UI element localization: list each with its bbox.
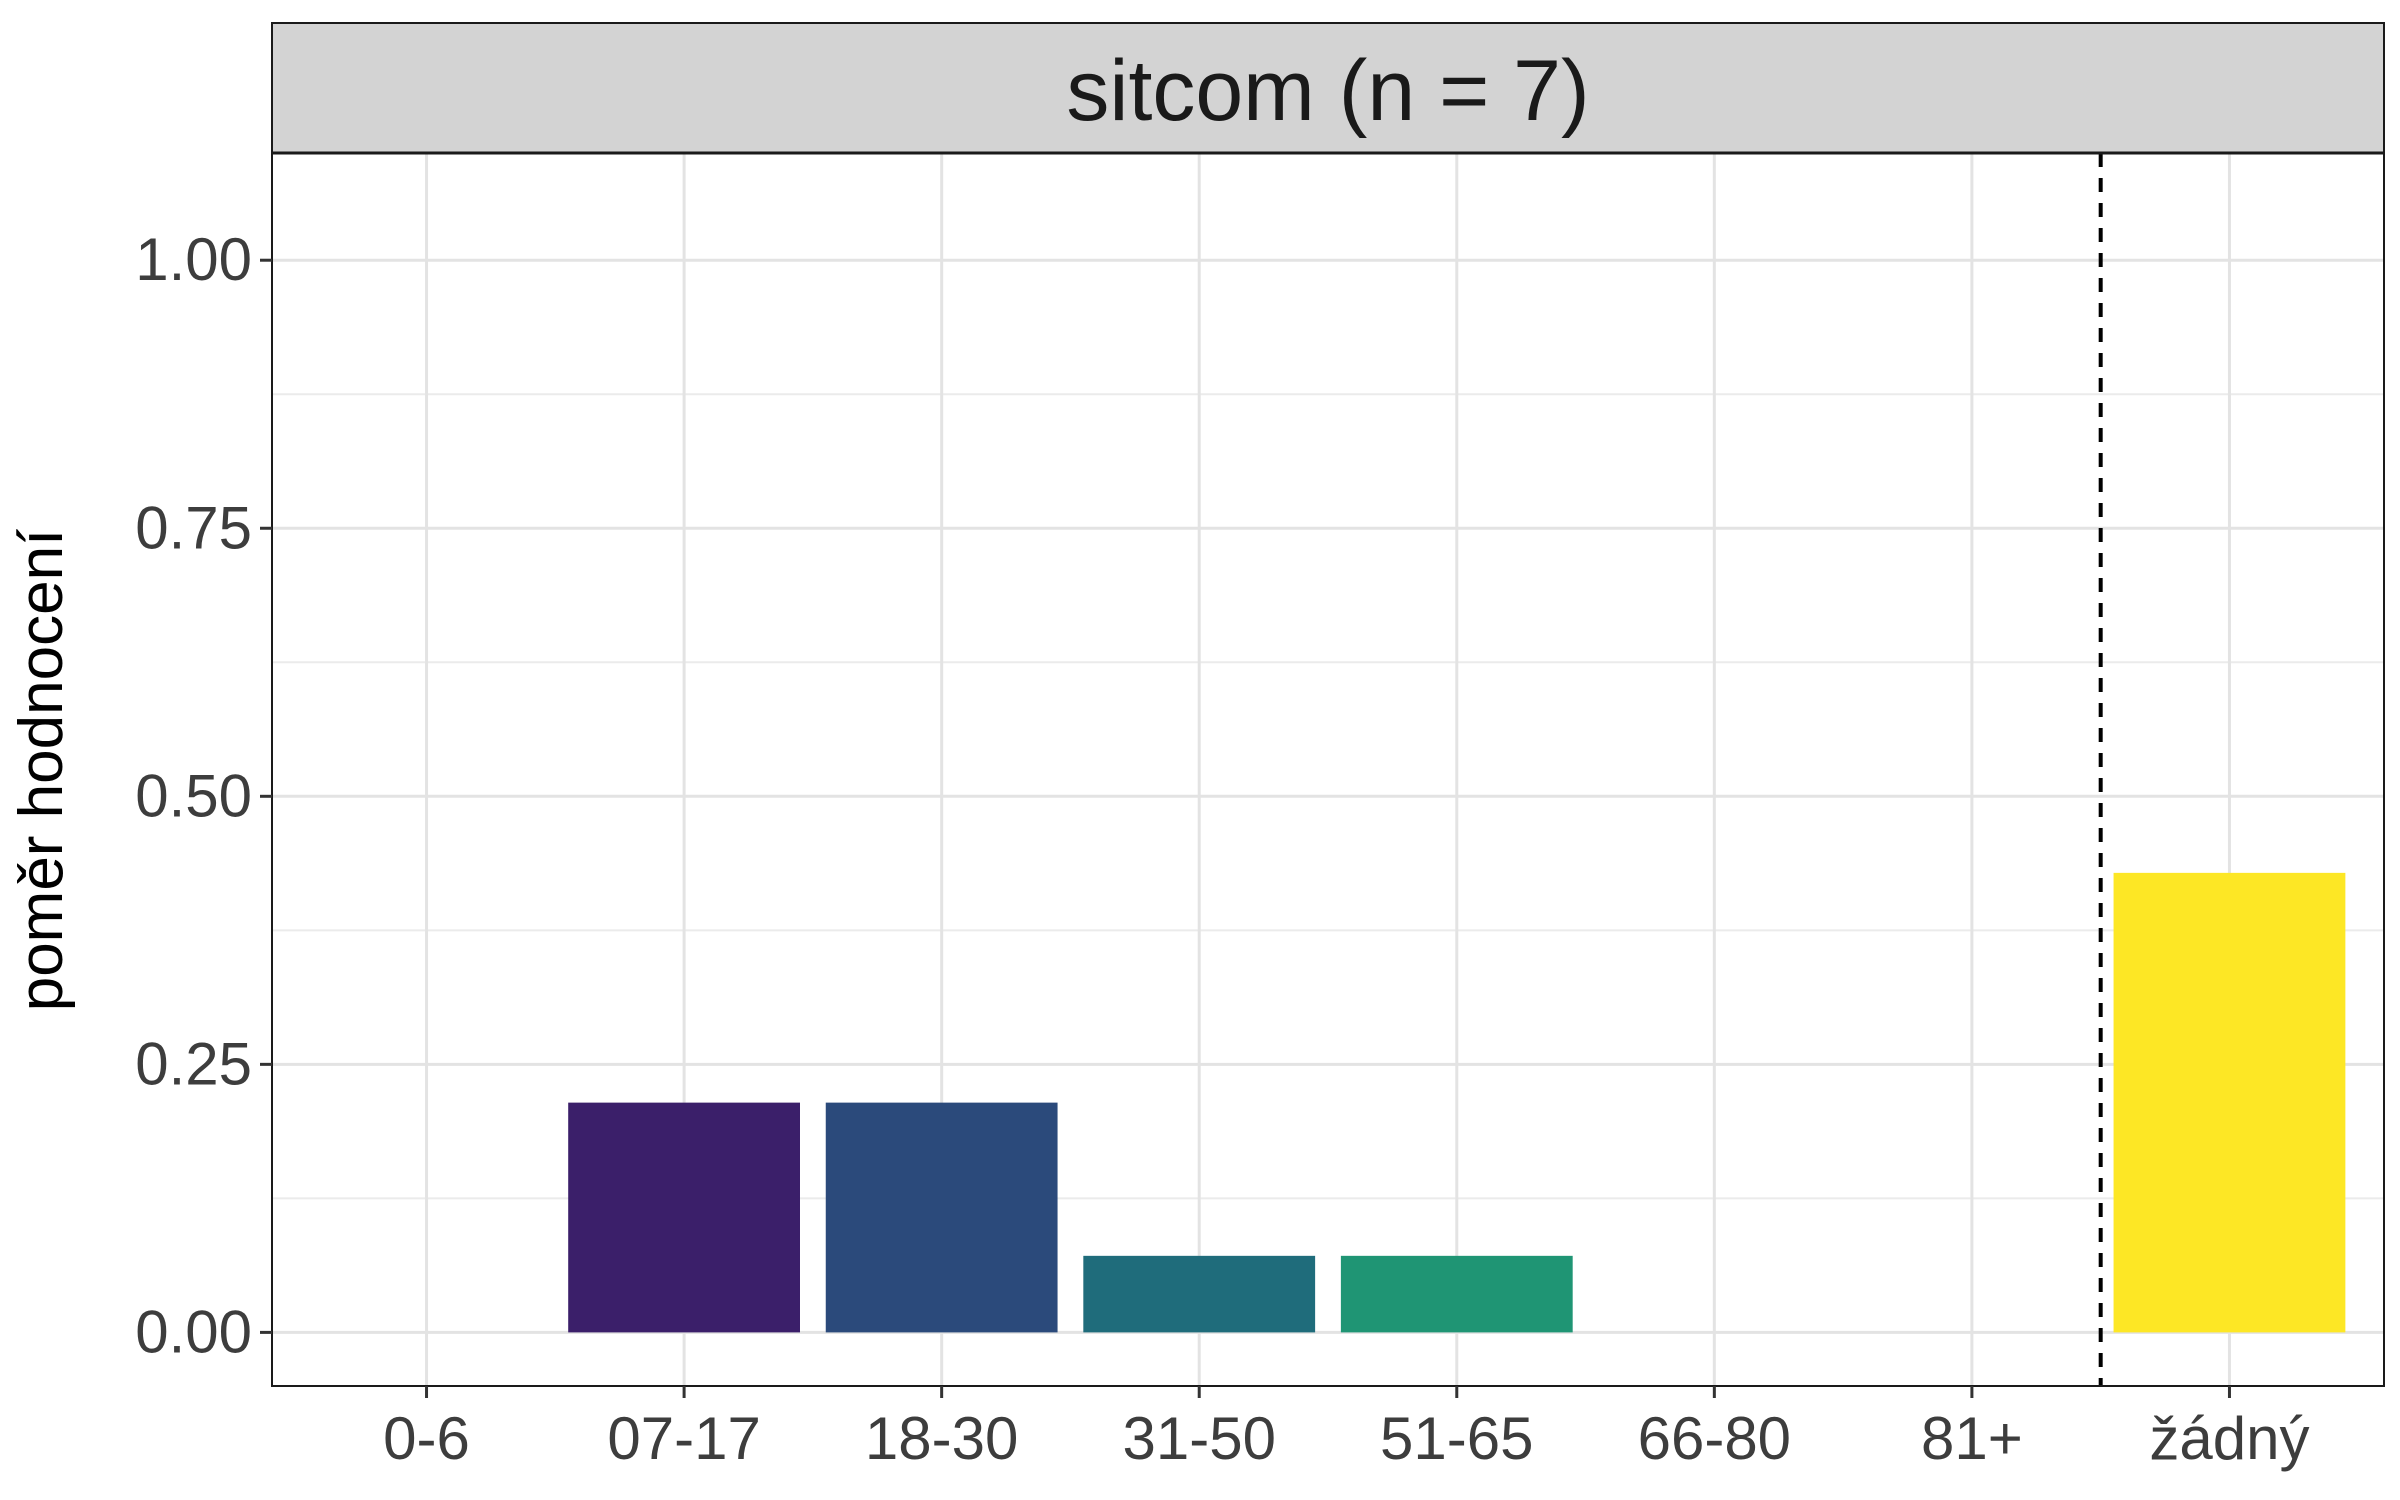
bars <box>568 872 2346 1333</box>
bar-07-17 <box>568 1102 800 1333</box>
x-tick-label: 18-30 <box>865 1405 1018 1472</box>
bar-18-30 <box>825 1102 1058 1333</box>
x-tick-label: 66-80 <box>1638 1405 1791 1472</box>
x-tick-label: 31-50 <box>1122 1405 1275 1472</box>
gridlines <box>272 153 2384 1386</box>
facet-strip <box>271 22 2385 154</box>
bar-žádný <box>2113 872 2346 1333</box>
bar-51-65 <box>1340 1255 1573 1333</box>
y-tick-label: 0.50 <box>135 762 252 829</box>
x-tick-label: 07-17 <box>607 1405 760 1472</box>
y-tick-label: 1.00 <box>135 226 252 293</box>
y-tick-label: 0.00 <box>135 1298 252 1365</box>
bar-31-50 <box>1083 1255 1316 1333</box>
x-tick-label: žádný <box>2149 1405 2309 1472</box>
y-tick-label: 0.25 <box>135 1030 252 1097</box>
x-axis: 0-6 07-17 18-30 31-50 51-65 66-80 81+ žádný <box>383 1386 2310 1472</box>
y-tick-label: 0.75 <box>135 494 252 561</box>
x-tick-label: 0-6 <box>383 1405 470 1472</box>
y-axis: 0.00 0.25 0.50 0.75 1.00 <box>135 226 272 1365</box>
y-axis-title: poměr hodnocení <box>7 529 76 1012</box>
x-tick-label: 81+ <box>1921 1405 2023 1472</box>
x-tick-label: 51-65 <box>1380 1405 1533 1472</box>
facet-title: sitcom (n = 7) <box>1066 43 1589 139</box>
